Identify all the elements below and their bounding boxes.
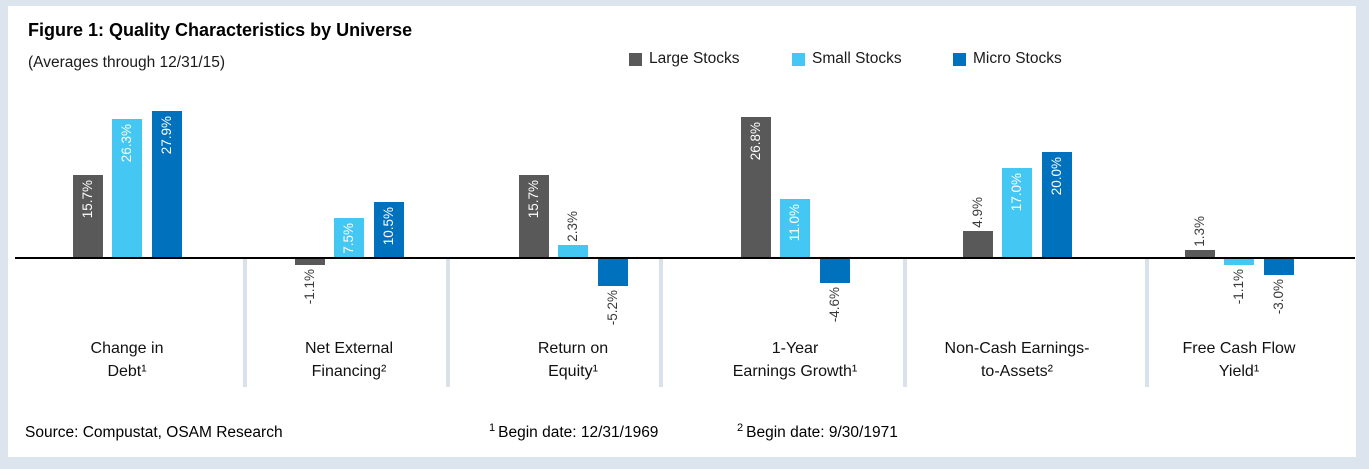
bar-value-label: 11.0% [787, 204, 802, 242]
bar-micro-stocks [597, 259, 628, 286]
bar-value-label: 27.9% [158, 116, 174, 155]
bar-micro-stocks [373, 202, 404, 257]
bar-small-stocks [780, 199, 810, 257]
footnote-sup: 2 [737, 421, 744, 434]
bar-value-label: 7.5% [341, 223, 356, 254]
category-label: Non-Cash Earnings- to-Assets² [944, 340, 1090, 380]
bar-large-stocks [72, 175, 103, 257]
bar-large-stocks [518, 175, 549, 257]
bar-value-label: 1.3% [1191, 216, 1207, 247]
bar-micro-stocks [151, 111, 182, 257]
legend-item-micro-stocks: Micro Stocks [953, 50, 1062, 68]
chart-title: Figure 1: Quality Characteristics by Uni… [28, 20, 413, 40]
bar-small-stocks [334, 218, 364, 257]
category-divider [1145, 259, 1149, 387]
legend-item-large-stocks: Large Stocks [629, 50, 739, 68]
bar-small-stocks [112, 119, 142, 257]
bar-value-label: -4.6% [826, 287, 842, 323]
bar-value-label: 15.7% [79, 180, 95, 219]
bar-large-stocks [740, 117, 771, 257]
footnote-1: 1 Begin date: 12/31/1969 [489, 421, 659, 441]
category-divider [903, 259, 907, 387]
legend-swatch-small-stocks [792, 52, 805, 66]
bar-value-label: 2.3% [565, 211, 580, 242]
category-label: 1-Year Earnings Growth¹ [732, 340, 858, 380]
bar-value-label: 26.3% [119, 124, 134, 163]
bar-value-label: -5.2% [604, 290, 620, 326]
bar-value-label: 10.5% [380, 207, 396, 246]
bar-small-stocks [1002, 168, 1032, 257]
chart-subtitle: (Averages through 12/31/15) [28, 54, 226, 71]
bar-value-label: 17.0% [1009, 173, 1024, 212]
bar-value-label: 26.8% [747, 122, 763, 161]
category-divider [659, 259, 663, 387]
legend-swatch-large-stocks [629, 52, 642, 66]
category-divider [446, 259, 450, 387]
bar-micro-stocks [819, 259, 850, 283]
category-divider [243, 259, 247, 387]
bar-value-label: 20.0% [1048, 157, 1064, 196]
bar-value-label: -1.1% [301, 269, 317, 305]
legend-label: Micro Stocks [973, 50, 1062, 67]
bar-large-stocks [962, 231, 993, 257]
legend-label: Small Stocks [812, 50, 902, 67]
bar-value-label: -3.0% [1270, 279, 1286, 315]
bar-large-stocks [1184, 250, 1215, 257]
bar-small-stocks [1224, 259, 1254, 265]
bar-large-stocks [294, 259, 325, 265]
legend-label: Large Stocks [649, 50, 740, 67]
bar-value-label: 4.9% [969, 197, 985, 228]
source-label: Source: Compustat, OSAM Research [25, 424, 283, 441]
bar-micro-stocks [1263, 259, 1294, 275]
bar-small-stocks [558, 245, 588, 257]
x-axis-line [15, 257, 1355, 259]
footnote-2: 2 Begin date: 9/30/1971 [737, 421, 898, 441]
legend-swatch-micro-stocks [953, 52, 966, 66]
bar-value-label: -1.1% [1231, 269, 1246, 305]
legend-item-small-stocks: Small Stocks [792, 50, 902, 68]
category-label: Free Cash Flow Yield¹ [1182, 340, 1296, 380]
category-label: Net External Financing² [304, 340, 394, 380]
bar-value-label: 15.7% [525, 180, 541, 219]
figure-background [8, 6, 1356, 457]
category-label: Return on Equity¹ [537, 340, 609, 380]
category-label: Change in Debt¹ [90, 340, 164, 380]
bar-micro-stocks [1041, 152, 1072, 257]
footnote-sup: 1 [489, 421, 496, 434]
